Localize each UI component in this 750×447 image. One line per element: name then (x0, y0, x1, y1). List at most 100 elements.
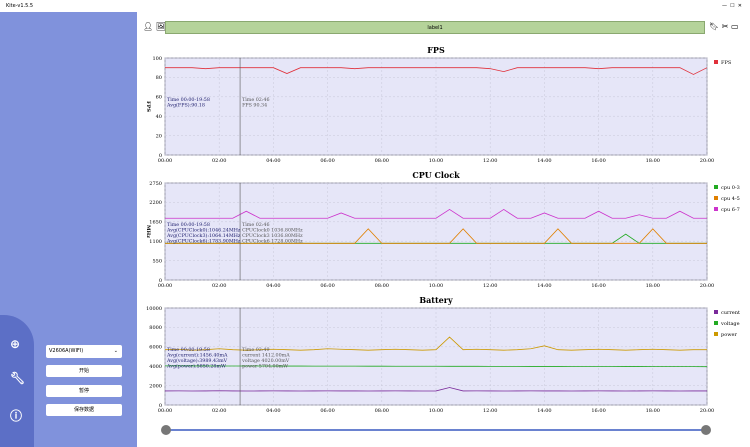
settings-icon[interactable]: 🔧︎ (10, 371, 26, 385)
info-icon[interactable]: ⓘ (10, 409, 23, 423)
legend-label: cpu 4-5 (721, 196, 740, 202)
range-handle[interactable] (701, 425, 711, 435)
x-tick-label: 10:00 (429, 158, 443, 164)
summary-text: Avg(current):1456.40mA (166, 352, 228, 359)
x-tick-label: 04:00 (266, 408, 280, 414)
legend-swatch (714, 185, 718, 189)
y-tick-label: 2000 (149, 383, 162, 389)
readout-text: FPS 90.34 (242, 103, 267, 109)
x-tick-label: 00:00 (158, 408, 172, 414)
readout-text: voltage 4020.00mV (241, 358, 290, 364)
y-tick-label: 10000 (146, 306, 162, 312)
chart-title: FPS (427, 45, 445, 55)
summary-text: Avg(CPUClock6):1783.90MHz (166, 238, 241, 245)
y-tick-label: 40 (156, 114, 162, 120)
y-axis-label: FPS (145, 101, 151, 112)
y-tick-label: 550 (152, 258, 162, 264)
y-tick-label: 80 (156, 75, 162, 81)
x-tick-label: 10:00 (429, 408, 443, 414)
legend-swatch (714, 332, 718, 336)
y-tick-label: 4000 (149, 364, 162, 370)
x-tick-label: 00:00 (158, 283, 172, 289)
legend-label: FPS (721, 60, 732, 66)
save-button[interactable]: 保存数据 (46, 404, 122, 416)
readout-text: Time 02:46 (242, 222, 269, 228)
legend-swatch (714, 207, 718, 211)
legend-swatch (714, 310, 718, 314)
x-tick-label: 20:00 (700, 408, 714, 414)
series-line (165, 208, 707, 219)
y-tick-label: 100 (152, 56, 162, 62)
readout-text: Time 02:49 (242, 347, 269, 353)
x-tick-label: 16:00 (591, 408, 605, 414)
chart-title: CPU Clock (412, 170, 460, 180)
readout-text: Time 02:46 (242, 97, 269, 103)
summary-text: Avg(CPUClock0):1046.24MHz (166, 227, 241, 234)
x-tick-label: 08:00 (375, 283, 389, 289)
summary-text: Avg(FPS):90.18 (166, 102, 205, 109)
range-handle[interactable] (161, 425, 171, 435)
toolbar-actions[interactable]: 🔖︎ ✂ ▭ (709, 22, 739, 31)
series-line (165, 228, 707, 244)
y-tick-label: 2200 (149, 200, 162, 206)
add-icon[interactable]: ⊕ (10, 337, 21, 351)
legend-label: current (721, 310, 740, 316)
chart-title: Battery (419, 295, 453, 305)
sidebar-tools: ⊕ 🔧︎ ⓘ (0, 315, 34, 447)
readout-text: CPUClock6 1728.00MHz (242, 239, 303, 245)
x-tick-label: 12:00 (483, 283, 497, 289)
status-label: label1 (165, 21, 705, 34)
x-tick-label: 18:00 (646, 408, 660, 414)
y-tick-label: 8000 (149, 325, 162, 331)
x-tick-label: 02:00 (212, 283, 226, 289)
x-tick-label: 08:00 (375, 408, 389, 414)
start-button[interactable]: 开始 (46, 365, 122, 377)
title-bar: Kite-v1.5.5 — ☐ ✕ (0, 0, 750, 12)
device-name: V2606A(WIFI) (49, 348, 84, 354)
x-tick-label: 04:00 (266, 158, 280, 164)
window-controls[interactable]: — ☐ ✕ (721, 3, 742, 9)
x-tick-label: 18:00 (646, 283, 660, 289)
x-tick-label: 06:00 (320, 408, 334, 414)
x-tick-label: 16:00 (591, 158, 605, 164)
series-line (164, 336, 707, 351)
y-tick-label: 1650 (149, 220, 162, 226)
x-tick-label: 10:00 (429, 283, 443, 289)
series-line (165, 365, 708, 368)
x-tick-label: 06:00 (320, 283, 334, 289)
x-tick-label: 00:00 (158, 158, 172, 164)
y-tick-label: 0 (159, 403, 162, 409)
legend-label: cpu 0-3 (721, 185, 740, 191)
legend-label: power (721, 332, 737, 338)
x-tick-label: 14:00 (537, 158, 551, 164)
x-tick-label: 02:00 (212, 408, 226, 414)
x-tick-label: 16:00 (591, 283, 605, 289)
x-tick-label: 12:00 (483, 408, 497, 414)
y-tick-label: 60 (156, 95, 162, 101)
legend-label: cpu 6-7 (721, 207, 740, 213)
toolbar-icons[interactable]: 👤︎ 🖼︎ (143, 22, 166, 31)
y-tick-label: 0 (159, 153, 162, 159)
pause-button[interactable]: 暂停 (46, 385, 122, 397)
x-tick-label: 06:00 (320, 158, 334, 164)
y-tick-label: 0 (159, 278, 162, 284)
readout-text: CPUClock0 1036.80MHz (242, 228, 303, 234)
x-tick-label: 20:00 (700, 283, 714, 289)
y-tick-label: 1100 (149, 239, 162, 245)
series-line (164, 387, 707, 392)
y-tick-label: 20 (156, 133, 162, 139)
readout-text: power 5704.00mW (242, 364, 288, 370)
device-dropdown[interactable]: V2606A(WIFI) ⌄ (46, 345, 122, 358)
readout-text: CPUClock3 1036.80MHz (242, 233, 303, 239)
x-tick-label: 04:00 (266, 283, 280, 289)
summary-text: Time 00:00-19:58 (167, 347, 210, 353)
summary-text: Time 00:00-19:58 (167, 97, 210, 103)
summary-text: Avg(voltage):3989.43mV (166, 357, 228, 364)
x-tick-label: 18:00 (646, 158, 660, 164)
summary-text: Avg(CPUClock3):1064.14MHz (166, 232, 241, 239)
series-line (165, 67, 708, 75)
legend-swatch (714, 321, 718, 325)
x-tick-label: 14:00 (537, 283, 551, 289)
